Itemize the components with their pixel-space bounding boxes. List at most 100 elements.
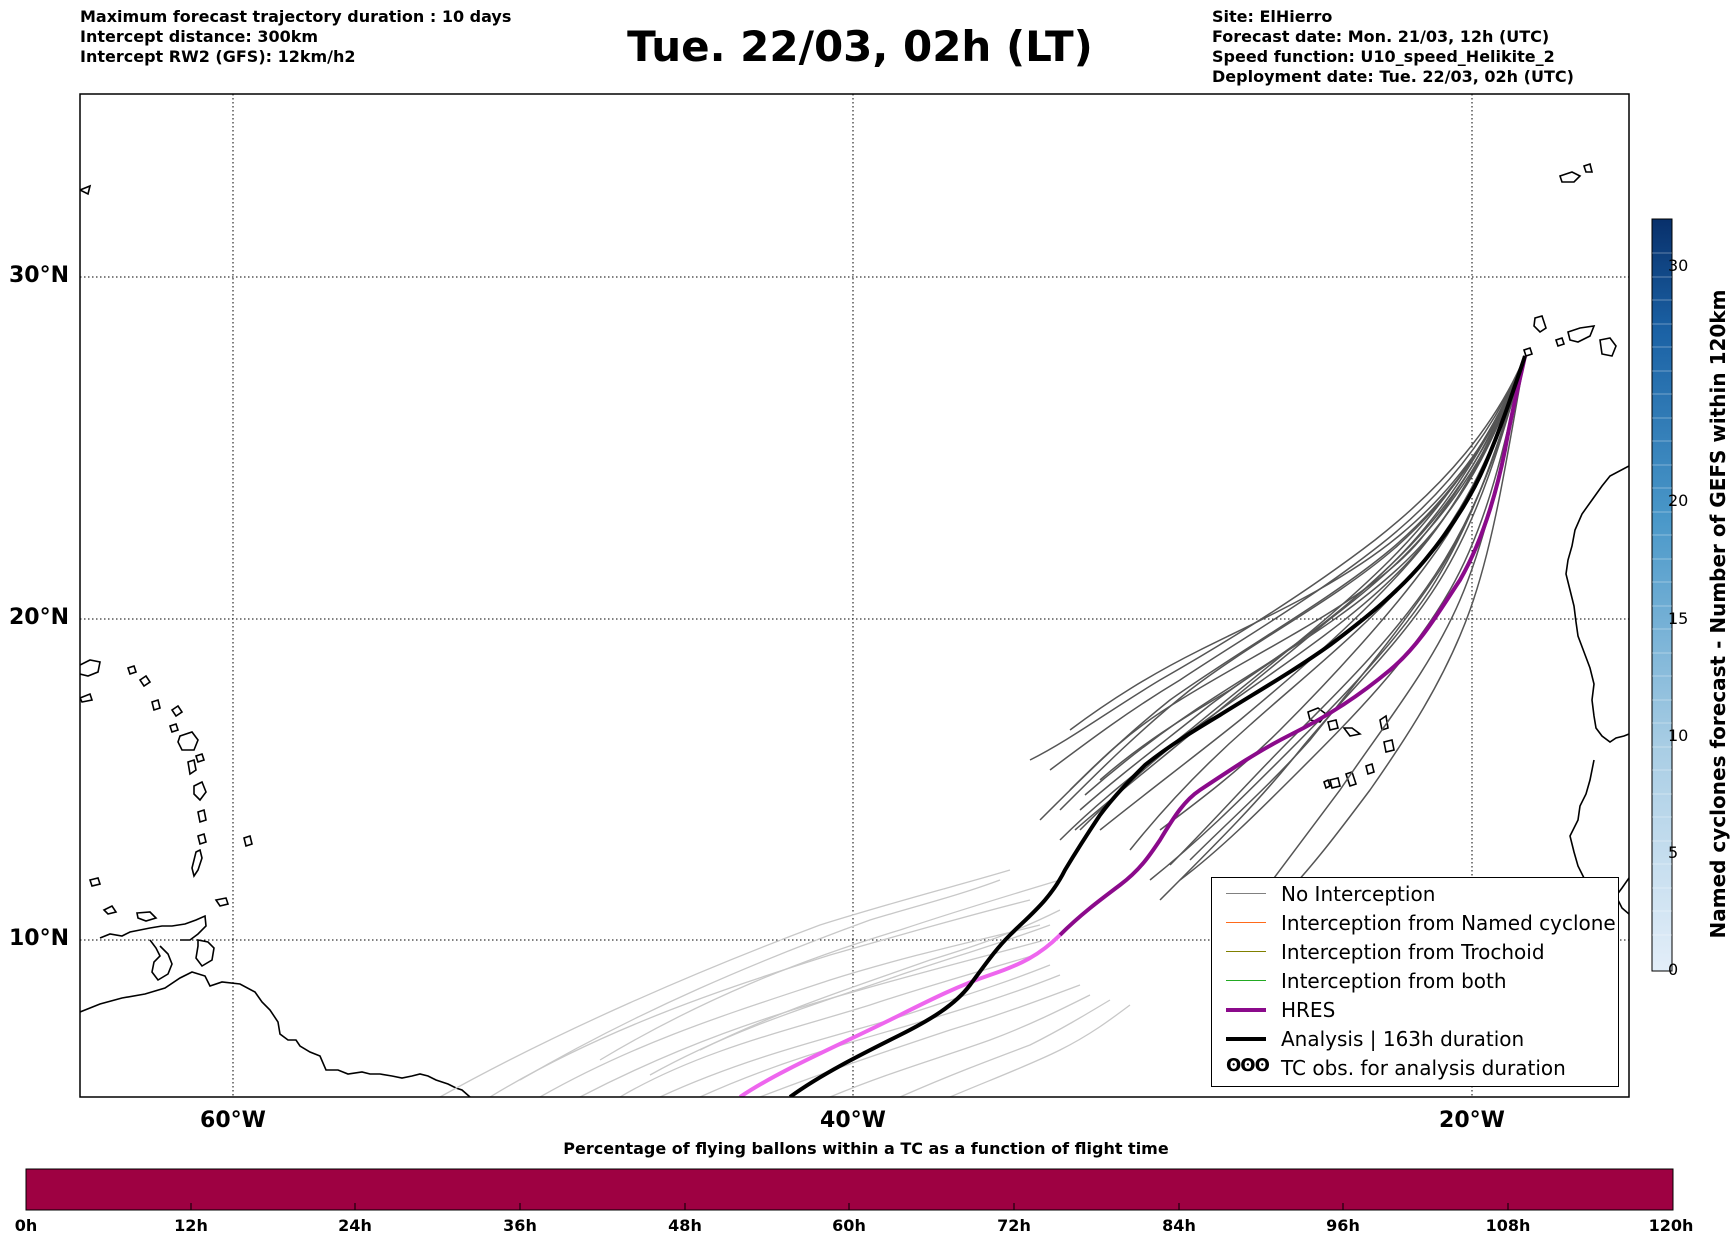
hres-trajectory-light	[738, 933, 1062, 1097]
island-boavista	[1383, 739, 1395, 753]
lon-label-40w: 40°W	[820, 1108, 886, 1133]
lat-label-20n: 20°N	[9, 605, 70, 630]
colorbar-label: Named cyclones forecast - Number of GEFS…	[1706, 289, 1730, 939]
lon-label-60w: 60°W	[200, 1108, 266, 1133]
island-dominica	[187, 758, 197, 776]
island-maio	[1365, 762, 1375, 776]
pct-tick-96h: 96h	[1326, 1216, 1360, 1235]
colorbar-tick-15: 15	[1668, 609, 1689, 628]
lon-label-20w: 20°W	[1439, 1108, 1505, 1133]
pct-tick-0h: 0h	[14, 1216, 38, 1235]
island-martinique	[193, 780, 207, 802]
island-guadeloupe	[177, 731, 199, 751]
pct-tick-48h: 48h	[668, 1216, 702, 1235]
pct-tick-12h: 12h	[174, 1216, 208, 1235]
lat-label-30n: 30°N	[9, 263, 70, 288]
island-barbados	[243, 834, 253, 848]
island-margarita	[136, 911, 158, 922]
colorbar-segments	[1652, 252, 1672, 936]
island-brava	[1323, 778, 1331, 790]
legend-label: HRES	[1281, 998, 1336, 1022]
island-santiago	[1344, 770, 1358, 788]
legend-label: Interception from both	[1281, 969, 1507, 993]
island-trinidad	[195, 939, 215, 968]
map-frame	[79, 93, 1630, 1098]
percentage-bar-title: Percentage of flying ballons within a TC…	[563, 1139, 1169, 1158]
island-tenerife	[1567, 325, 1596, 343]
legend-swatch	[1226, 893, 1266, 894]
coast-hispaniola-edge	[80, 659, 101, 677]
island-tobago	[214, 897, 230, 907]
island-montserrat	[168, 722, 180, 734]
colorbar-cyclones	[1651, 218, 1673, 972]
pct-tick-108h: 108h	[1485, 1216, 1531, 1235]
coastlines	[80, 162, 1629, 1097]
island-gran-canaria	[1599, 337, 1617, 357]
pct-tick-84h: 84h	[1162, 1216, 1196, 1235]
island-virgin	[126, 664, 138, 676]
island-stvincent	[197, 832, 207, 846]
legend-label: Analysis | 163h duration	[1281, 1027, 1525, 1051]
island-anguilla	[138, 674, 152, 688]
legend-label: TC obs. for analysis duration	[1281, 1056, 1566, 1080]
legend: No Interception Interception from Named …	[1211, 877, 1619, 1087]
legend-item-trochoid: Interception from Trochoid	[1218, 938, 1618, 967]
island-fogo	[1329, 777, 1341, 789]
colorbar-tick-5: 5	[1668, 843, 1679, 862]
header-left-line-2: Intercept distance: 300km	[80, 27, 319, 46]
island-la-palma	[1533, 315, 1547, 334]
coast-haiti-edge	[80, 184, 92, 196]
island-sal	[1379, 714, 1389, 732]
legend-label: No Interception	[1281, 882, 1436, 906]
legend-item-analysis: Analysis | 163h duration	[1218, 1025, 1618, 1054]
header-right-line-4: Deployment date: Tue. 22/03, 02h (UTC)	[1212, 67, 1574, 86]
pct-tick-120h: 120h	[1648, 1216, 1694, 1235]
pct-tick-36h: 36h	[503, 1216, 537, 1235]
coast-maracaibo	[149, 939, 173, 982]
coast-south-america	[80, 971, 471, 1097]
header-left-info: Maximum forecast trajectory duration : 1…	[80, 7, 511, 67]
analysis-trajectory	[788, 355, 1527, 1097]
legend-swatch	[1226, 922, 1266, 923]
island-puerto-rico	[80, 692, 94, 703]
pct-tick-60h: 60h	[832, 1216, 866, 1235]
colorbar-tick-20: 20	[1668, 491, 1689, 510]
coast-paraguana	[99, 914, 207, 941]
island-grenadines	[191, 848, 203, 878]
island-madeira	[1558, 171, 1582, 183]
lat-label-10n: 10°N	[9, 926, 70, 951]
colorbar-tick-0: 0	[1668, 960, 1679, 979]
graticule	[80, 94, 1629, 1097]
island-stlucia	[197, 808, 207, 824]
header-right-info: Site: ElHierro Forecast date: Mon. 21/03…	[1212, 7, 1574, 87]
legend-label: Interception from Trochoid	[1281, 940, 1545, 964]
header-right-line-1: Site: ElHierro	[1212, 7, 1333, 26]
percentage-bar-ticks	[25, 1203, 1674, 1210]
island-sao-vicente	[1327, 719, 1339, 731]
island-marie-galante	[194, 752, 206, 764]
legend-swatch	[1226, 1037, 1266, 1041]
island-bonaire	[88, 877, 102, 887]
legend-swatch	[1226, 1008, 1266, 1012]
legend-item-no-interception: No Interception	[1218, 880, 1618, 909]
island-el-hierro	[1522, 346, 1534, 358]
header-right-line-3: Speed function: U10_speed_Helikite_2	[1212, 47, 1555, 66]
coast-africa	[1565, 465, 1629, 743]
header-left-line-1: Maximum forecast trajectory duration : 1…	[80, 7, 512, 26]
pct-tick-24h: 24h	[338, 1216, 372, 1235]
legend-item-hres: HRES	[1218, 996, 1618, 1025]
island-la-gomera	[1554, 336, 1566, 348]
island-porto-santo	[1582, 162, 1594, 173]
legend-item-named-cyclone: Interception from Named cyclone	[1218, 909, 1618, 938]
colorbar-tick-10: 10	[1668, 726, 1689, 745]
hres-trajectory	[1058, 355, 1527, 937]
pct-tick-72h: 72h	[997, 1216, 1031, 1235]
legend-item-tc-obs: ʘʘʘ TC obs. for analysis duration	[1218, 1054, 1618, 1083]
legend-item-both: Interception from both	[1218, 967, 1618, 996]
island-curacao	[102, 904, 118, 915]
tc-obs-symbol: ʘʘʘ	[1226, 1055, 1270, 1076]
legend-swatch	[1226, 951, 1266, 952]
colorbar-tick-30: 30	[1668, 256, 1689, 275]
legend-swatch	[1226, 980, 1266, 981]
island-stkitts	[151, 698, 161, 712]
